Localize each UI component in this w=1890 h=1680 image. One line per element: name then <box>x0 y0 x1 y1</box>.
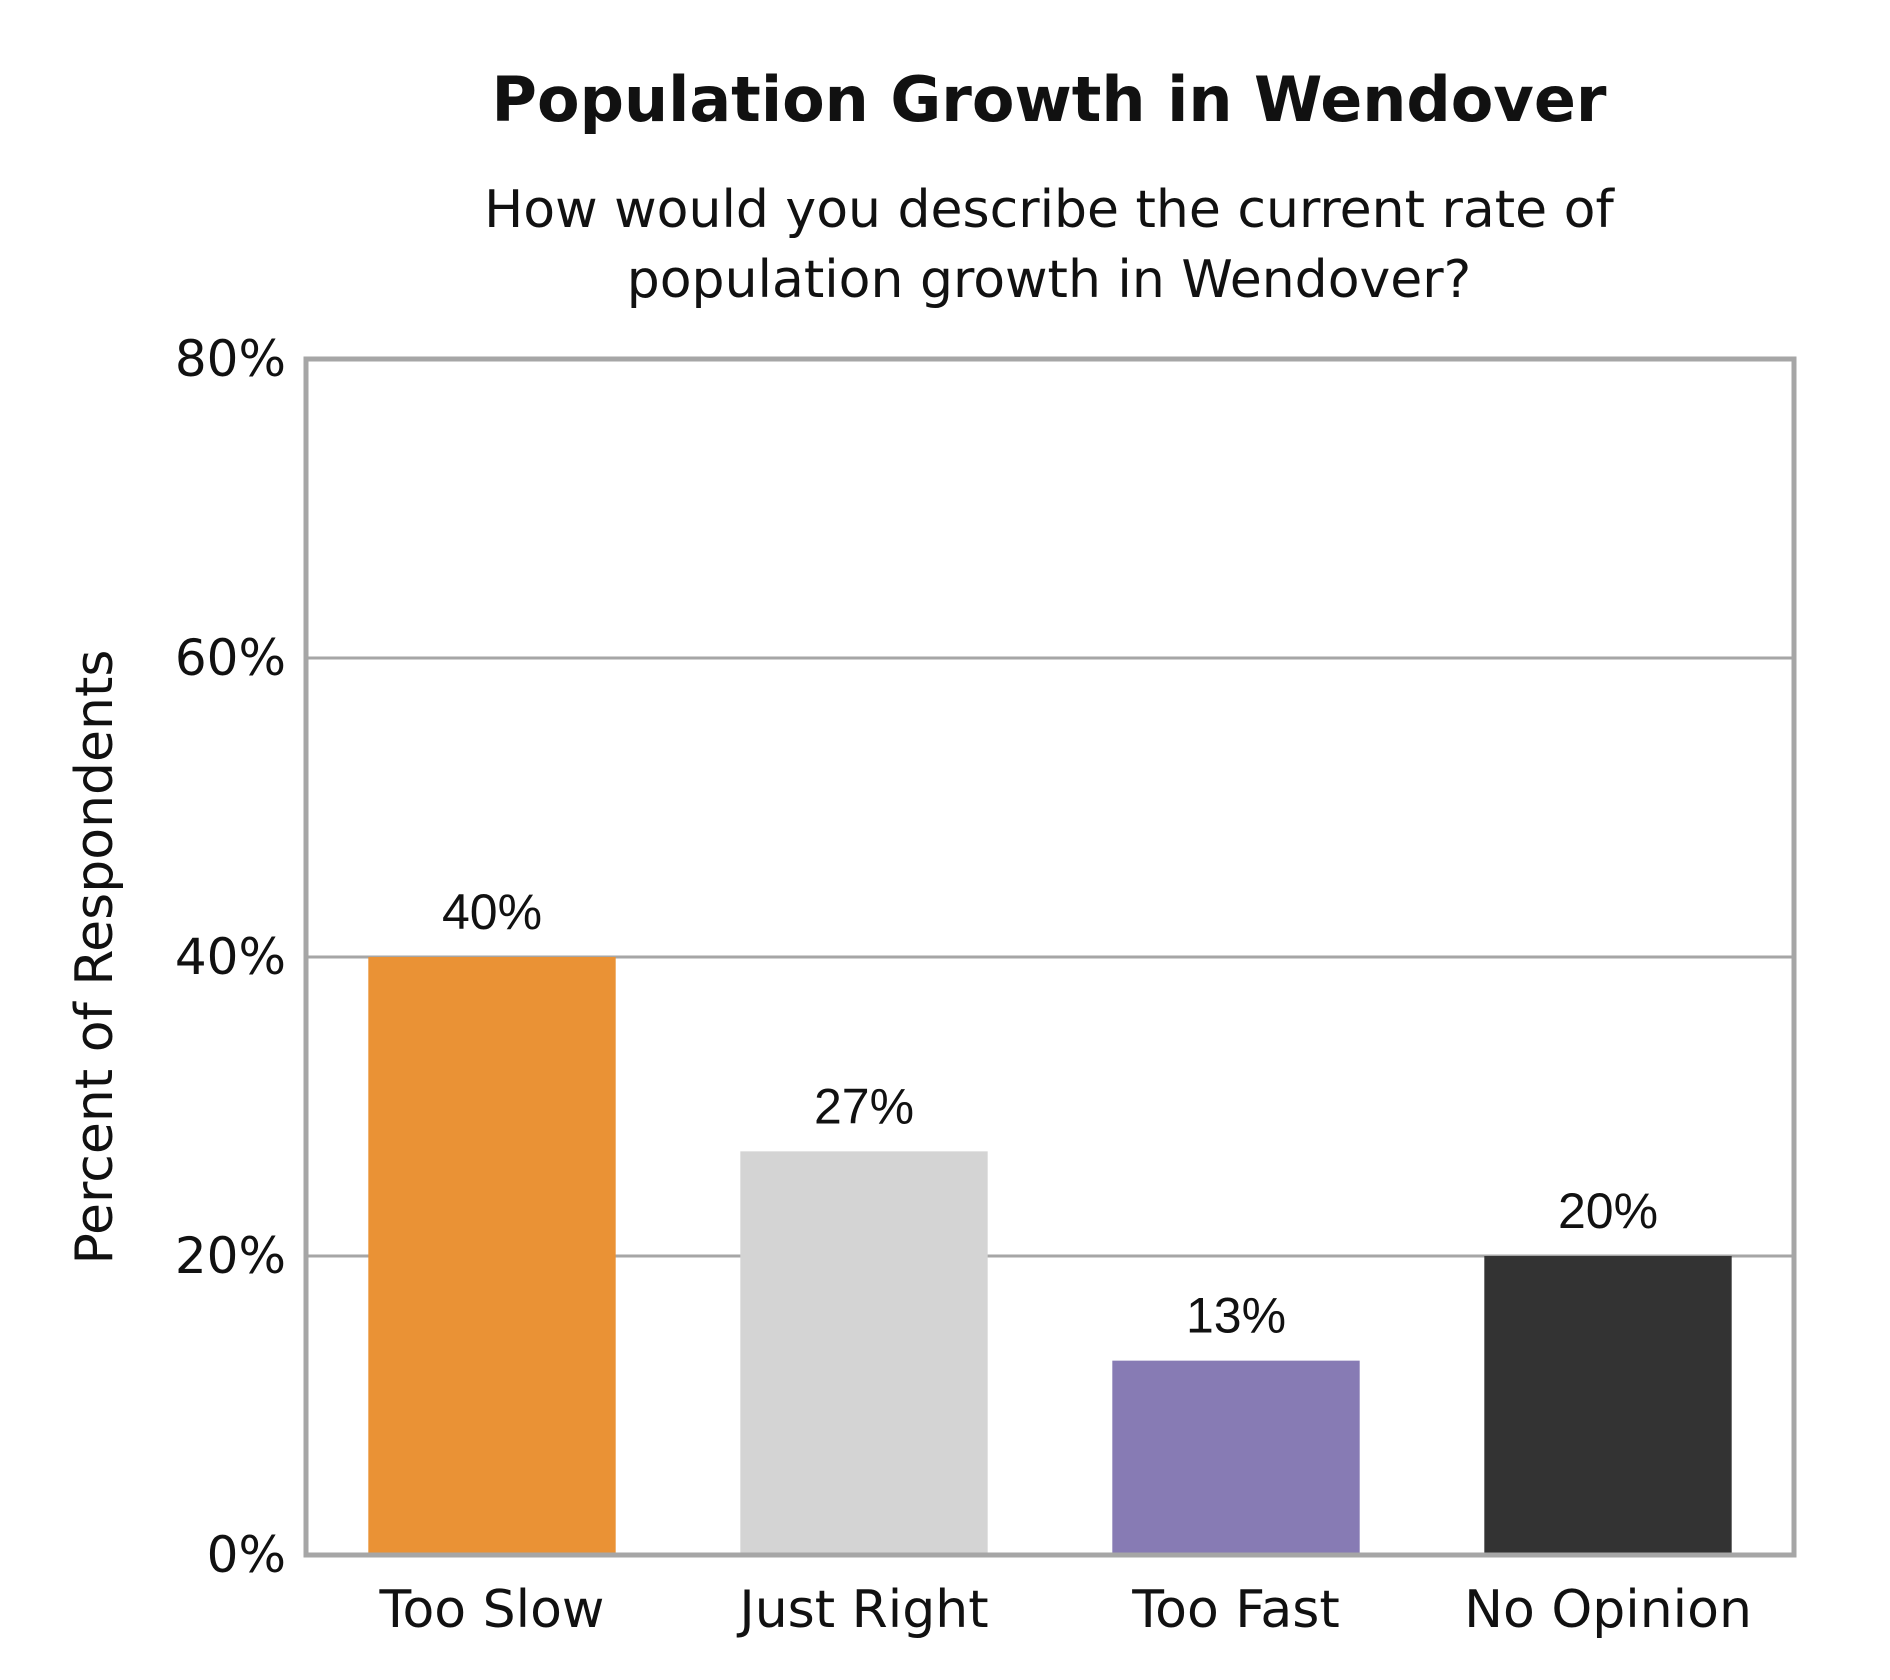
bar-no-opinion <box>1484 1256 1732 1555</box>
value-label: 27% <box>814 1078 914 1134</box>
chart-subtitle-line-2: population growth in Wendover? <box>627 250 1472 310</box>
bar-too-slow <box>368 957 616 1555</box>
chart-subtitle-line-1: How would you describe the current rate … <box>484 180 1615 240</box>
bars <box>368 957 1732 1555</box>
x-category-label: Too Slow <box>379 1580 605 1640</box>
value-labels: 40% 27% 13% 20% <box>442 884 1658 1344</box>
x-category-label: Too Fast <box>1131 1580 1340 1640</box>
y-axis-label: Percent of Respondents <box>65 650 125 1265</box>
x-category-label: No Opinion <box>1464 1580 1752 1640</box>
y-tick-label: 0% <box>207 1526 286 1584</box>
x-category-label: Just Right <box>736 1580 988 1640</box>
y-tick-label: 60% <box>175 629 286 687</box>
y-tick-label: 20% <box>175 1227 286 1285</box>
y-tick-label: 80% <box>175 330 286 388</box>
value-label: 20% <box>1558 1183 1658 1239</box>
chart-title: Population Growth in Wendover <box>492 63 1607 136</box>
bar-just-right <box>740 1151 988 1555</box>
value-label: 13% <box>1186 1288 1286 1344</box>
bar-too-fast <box>1112 1360 1360 1555</box>
y-axis-ticks: 0% 20% 40% 60% 80% <box>175 330 286 1584</box>
plot-frame <box>303 356 1797 1558</box>
y-tick-label: 40% <box>175 928 286 986</box>
x-axis-categories: Too Slow Just Right Too Fast No Opinion <box>379 1580 1752 1640</box>
value-label: 40% <box>442 884 542 940</box>
